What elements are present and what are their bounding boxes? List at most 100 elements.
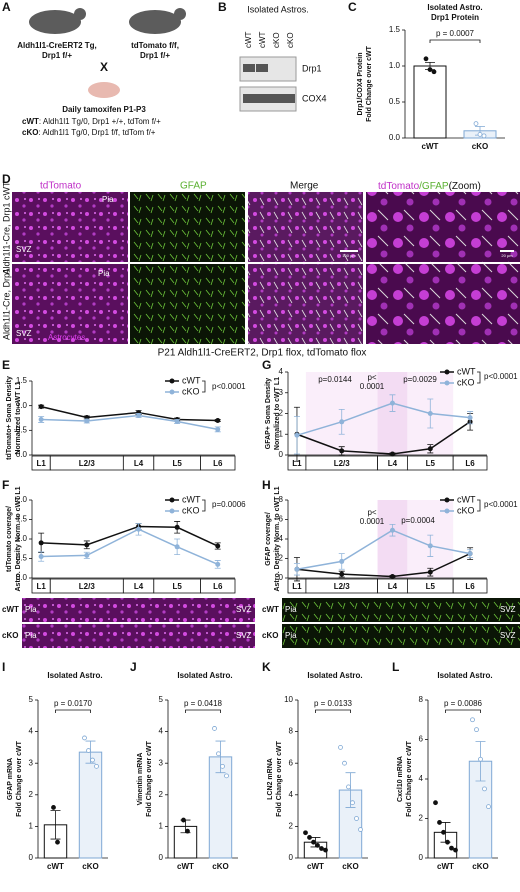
y-tick-label: 2	[279, 554, 284, 563]
y-axis-label: Fold Change over cWT	[146, 740, 153, 817]
data-point	[389, 527, 395, 533]
channel-header: GFAP	[180, 181, 207, 192]
layer-box	[452, 578, 488, 594]
data-point	[467, 415, 473, 421]
y-axis-label: Fold Change over cWT	[16, 740, 23, 817]
y-axis-label: Cxcl10 mRNA	[397, 756, 404, 802]
strip-svz: SVZ	[500, 605, 516, 614]
y-axis-label: tdTomato coverage/	[6, 506, 13, 572]
data-point	[319, 846, 324, 851]
strip-pia: Pia	[285, 631, 297, 640]
x-tick-label: L4	[388, 582, 398, 591]
cross: X	[100, 60, 108, 74]
y-axis-label: Astro. Density Norm. to cWT L1	[15, 486, 22, 591]
x-tick-label: cKO	[472, 142, 488, 151]
data-point	[82, 735, 87, 741]
legend-label: cWT	[182, 375, 201, 385]
x-tick-label: L5	[426, 459, 436, 468]
y-tick-label: 0	[159, 853, 164, 862]
chart-title: Isolated Astro.	[307, 671, 362, 680]
data-point	[473, 121, 479, 126]
p-value: p=0.0029	[403, 375, 437, 384]
data-point	[136, 413, 142, 419]
error-bar	[50, 810, 61, 840]
data-point	[174, 544, 180, 550]
y-tick-label: 0.5	[16, 425, 28, 434]
x-tick-label: L5	[172, 582, 182, 591]
y-tick-label: 6	[419, 735, 424, 744]
y-tick-label: 5	[159, 695, 164, 704]
p-value: p = 0.0418	[184, 699, 223, 708]
data-point	[55, 839, 60, 845]
bar	[78, 751, 103, 859]
y-tick-label: 1.0	[389, 61, 401, 70]
genotype: tdTomato f/f,	[131, 41, 179, 50]
legend-marker	[444, 369, 450, 375]
panel-label: C	[348, 0, 357, 14]
strip-pia: Pia	[25, 605, 37, 614]
data-point	[339, 558, 345, 564]
y-axis-label: tdTomato+ Soma Density	[6, 376, 13, 460]
data-point	[315, 842, 320, 848]
data-point	[441, 829, 446, 835]
legend-label: cKO	[182, 386, 200, 396]
y-tick-label: 2	[419, 814, 424, 823]
y-tick-label: 0	[29, 853, 34, 862]
data-point	[474, 727, 479, 733]
legend-marker	[169, 497, 175, 503]
chart-title: Isolated Astro.	[437, 671, 492, 680]
legend-bracket	[477, 499, 481, 512]
x-tick-label: L6	[465, 582, 475, 591]
data-point	[212, 726, 217, 731]
y-tick-label: 3	[29, 758, 34, 767]
legend-marker	[444, 497, 450, 503]
legend-label: cKO	[457, 377, 475, 387]
y-tick-label: 1	[279, 429, 284, 438]
x-tick-label: L1	[292, 459, 302, 468]
x-tick-label: L4	[134, 459, 144, 468]
y-tick-label: 1.0	[16, 534, 28, 543]
strip-pia: Pia	[25, 631, 37, 640]
data-point	[51, 805, 56, 810]
panel-label: L	[392, 660, 399, 674]
data-point	[389, 574, 395, 580]
strip-image	[282, 598, 520, 622]
data-point	[427, 67, 433, 72]
y-tick-label: 8	[419, 695, 424, 704]
y-axis-label: Drp1/COX4 Protein	[357, 52, 364, 115]
legend-bracket	[202, 380, 206, 393]
x-tick-label: L6	[213, 582, 223, 591]
y-axis-label: Vimentin mRNA	[137, 753, 144, 806]
row-label: Aldh1l1-Cre, Drp1 cWT	[1, 181, 11, 275]
chart-title: Drp1 Protein	[431, 13, 479, 22]
x-tick-label: cWT	[47, 862, 64, 871]
data-point	[342, 760, 347, 766]
y-tick-label: 1.5	[16, 515, 28, 524]
p-value: p<	[367, 508, 376, 517]
legend-label: cKO	[182, 505, 200, 515]
mouse-head	[174, 8, 186, 20]
x-tick-label: L5	[426, 582, 436, 591]
data-point	[338, 745, 343, 750]
p-value: p<0.0001	[484, 500, 518, 509]
treatment: Daily tamoxifen P1-P3	[62, 105, 146, 114]
region-label: Pia	[102, 195, 114, 204]
legend-label: cWT	[457, 366, 476, 376]
strip-image	[22, 624, 255, 648]
legend-marker	[169, 389, 175, 395]
lane-label: cWT	[244, 31, 253, 48]
legend-label: cKO	[457, 505, 475, 515]
panel-label: H	[262, 478, 271, 492]
genotype-key: cWT: Aldh1l1 Tg/0, Drp1 +/+, tdTom f/+	[22, 117, 161, 126]
data-point	[224, 773, 229, 779]
genotype: Aldh1l1-CreERT2 Tg,	[17, 41, 97, 50]
legend-label: cWT	[182, 494, 201, 504]
y-axis-label: LCN2 mRNA	[267, 758, 274, 800]
key-text: : Aldh1l1 Tg/0, Drp1 +/+, tdTom f/+	[39, 117, 161, 126]
data-point	[86, 748, 91, 753]
layer-box	[200, 578, 236, 594]
data-point	[94, 763, 99, 769]
micrograph	[12, 192, 128, 262]
region-label: Pia	[98, 269, 110, 278]
p-value: p = 0.0170	[54, 699, 93, 708]
